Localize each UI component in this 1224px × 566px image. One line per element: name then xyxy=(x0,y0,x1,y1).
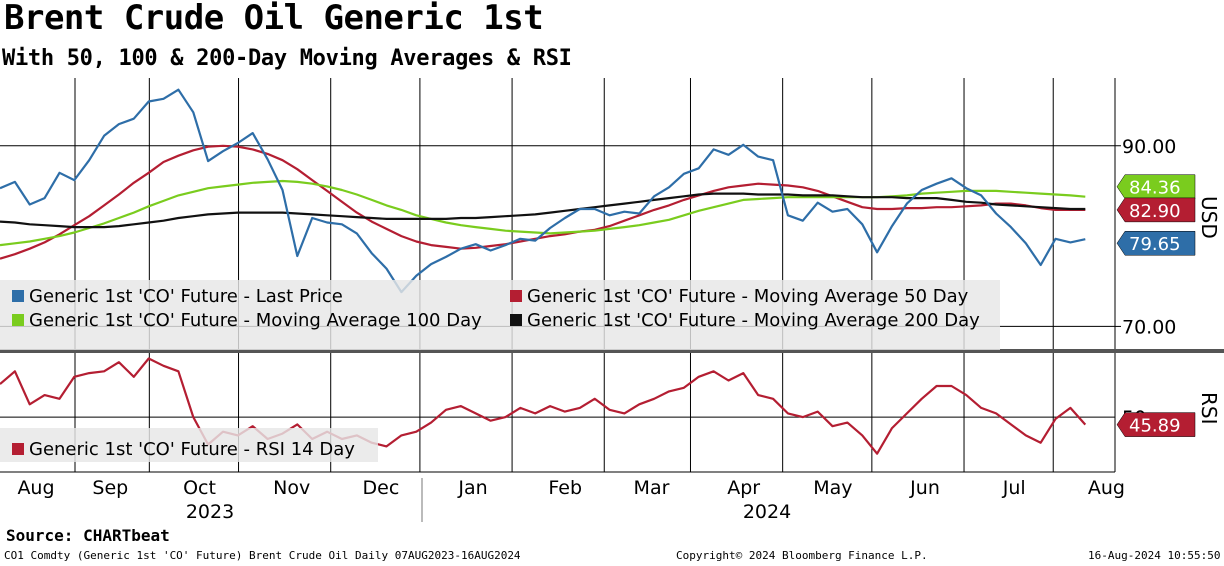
month-tick-label: Mar xyxy=(634,477,670,499)
month-tick-label: May xyxy=(813,477,852,499)
price-panel xyxy=(0,88,1086,294)
price-tick-label: 70.00 xyxy=(1122,316,1176,338)
price-tick-label: 90.00 xyxy=(1122,136,1176,158)
month-tick-label: Jan xyxy=(457,477,487,499)
legend-label: Generic 1st 'CO' Future - Moving Average… xyxy=(527,310,980,331)
month-tick-label: Apr xyxy=(727,477,760,499)
price-axis-label: USD xyxy=(1197,196,1221,239)
legend-swatch xyxy=(12,314,24,326)
chart-title: Brent Crude Oil Generic 1st xyxy=(4,0,544,38)
rsi-last-value: 45.89 xyxy=(1129,416,1181,437)
series-line-generic-1st-co-future-moving-average-200-day xyxy=(0,192,1086,229)
ma100-last-tag xyxy=(1116,174,1196,199)
series-line-generic-1st-co-future-rsi-14-day xyxy=(0,357,1087,455)
year-label: 2024 xyxy=(743,501,791,523)
legend-swatch xyxy=(12,290,24,302)
month-tick-label: Feb xyxy=(548,477,582,499)
month-tick-label: Sep xyxy=(92,477,128,499)
timestamp: 16-Aug-2024 10:55:50 xyxy=(1088,549,1221,562)
legend-label: Generic 1st 'CO' Future - Moving Average… xyxy=(29,310,482,331)
rsi-axis-label: RSI xyxy=(1197,392,1221,425)
price-last-value: 79.65 xyxy=(1129,234,1181,255)
rsi-legend-box xyxy=(0,428,378,462)
grid-lines xyxy=(0,78,1115,472)
source-note: Source: CHARTbeat xyxy=(6,526,170,545)
month-tick-label: Nov xyxy=(273,477,310,499)
chart-subtitle: With 50, 100 & 200-Day Moving Averages &… xyxy=(2,46,572,71)
month-tick-label: Oct xyxy=(183,477,216,499)
copyright-note: Copyright© 2024 Bloomberg Finance L.P. xyxy=(676,549,928,562)
legend-swatch xyxy=(510,314,522,326)
rsi-last-tag xyxy=(1116,412,1196,437)
legend-swatch xyxy=(510,290,522,302)
month-tick-label: Aug xyxy=(1088,477,1125,499)
ma50-last-value: 82.90 xyxy=(1129,201,1181,222)
month-tick-label: Dec xyxy=(363,477,400,499)
month-tick-label: Aug xyxy=(17,477,54,499)
legend-label: Generic 1st 'CO' Future - Moving Average… xyxy=(527,286,969,307)
price-last-tag xyxy=(1116,230,1196,256)
year-label: 2023 xyxy=(186,501,234,523)
ma50-last-tag xyxy=(1116,197,1196,223)
month-tick-label: Jun xyxy=(909,477,940,499)
legend-swatch xyxy=(12,443,24,455)
axes: 70.0090.0050USDRSI84.3682.9079.6545.89Au… xyxy=(0,78,1221,523)
security-description: CO1 Comdty (Generic 1st 'CO' Future) Bre… xyxy=(4,549,521,562)
month-tick-label: Jul xyxy=(1002,477,1026,499)
price-legend-box xyxy=(0,280,1000,350)
ma100-last-value: 84.36 xyxy=(1129,178,1181,199)
legends: Generic 1st 'CO' Future - Last Price Gene… xyxy=(0,280,1000,462)
legend-label: Generic 1st 'CO' Future - Last Price xyxy=(29,286,343,307)
rsi-panel xyxy=(0,357,1087,455)
legend-label: Generic 1st 'CO' Future - RSI 14 Day xyxy=(29,439,355,460)
series-line-generic-1st-co-future-last-price xyxy=(0,88,1086,294)
panel-divider xyxy=(0,349,1224,353)
